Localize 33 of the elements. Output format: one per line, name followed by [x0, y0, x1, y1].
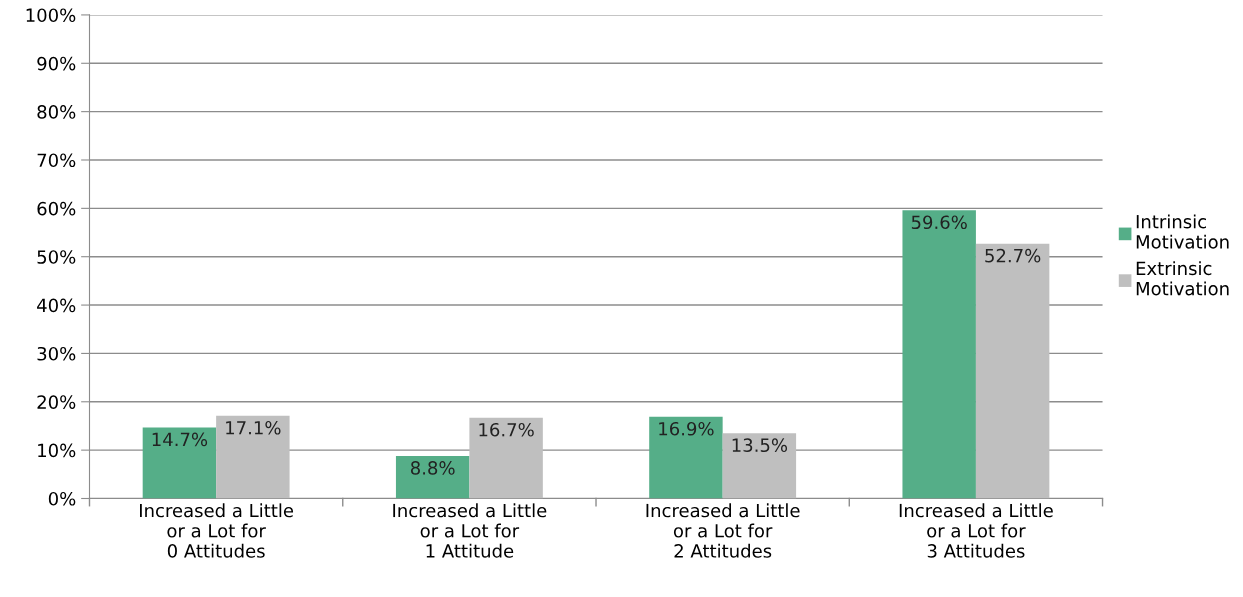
y-tick-label: 0%: [48, 491, 76, 506]
legend-label: Intrinsic Motivation: [1136, 214, 1229, 249]
y-tick-label: 50%: [37, 250, 76, 264]
data-label: 59.6%: [911, 215, 967, 230]
y-tick-label: 70%: [37, 153, 76, 168]
y-tick-label: 90%: [37, 56, 76, 71]
data-label: 16.9%: [659, 421, 714, 436]
y-tick-label: 20%: [37, 395, 76, 409]
y-tick-label: 80%: [37, 105, 76, 119]
bar: [395, 455, 470, 499]
legend-label: Extrinsic Motivation: [1136, 261, 1229, 296]
x-tick-label: Increased a Little or a Lot for 2 Attitudes: [646, 503, 800, 558]
y-tick-label: 40%: [37, 298, 76, 313]
data-label: 17.1%: [226, 420, 281, 435]
bar: [902, 210, 976, 499]
x-tick-label: Increased a Little or a Lot for 1 Attitude: [393, 503, 547, 558]
data-label: 14.7%: [152, 432, 208, 447]
data-label: 8.8%: [410, 461, 455, 475]
data-label: 52.7%: [985, 248, 1041, 263]
y-tick-label: 60%: [37, 201, 76, 216]
bar: [142, 427, 217, 499]
y-tick-label: 10%: [38, 443, 76, 458]
bar: [469, 417, 543, 499]
y-tick-label: 30%: [37, 346, 76, 361]
bar: [975, 243, 1050, 499]
bar: [722, 433, 797, 499]
data-label: 16.7%: [479, 422, 534, 437]
y-tick-label: 100%: [26, 8, 76, 23]
bar: [649, 416, 723, 499]
x-tick-label: Increased a Little or a Lot for 0 Attitudes: [140, 503, 294, 558]
bar: [216, 415, 290, 499]
data-label: 13.5%: [732, 438, 788, 453]
x-tick-label: Increased a Little or a Lot for 3 Attitudes: [899, 503, 1053, 558]
